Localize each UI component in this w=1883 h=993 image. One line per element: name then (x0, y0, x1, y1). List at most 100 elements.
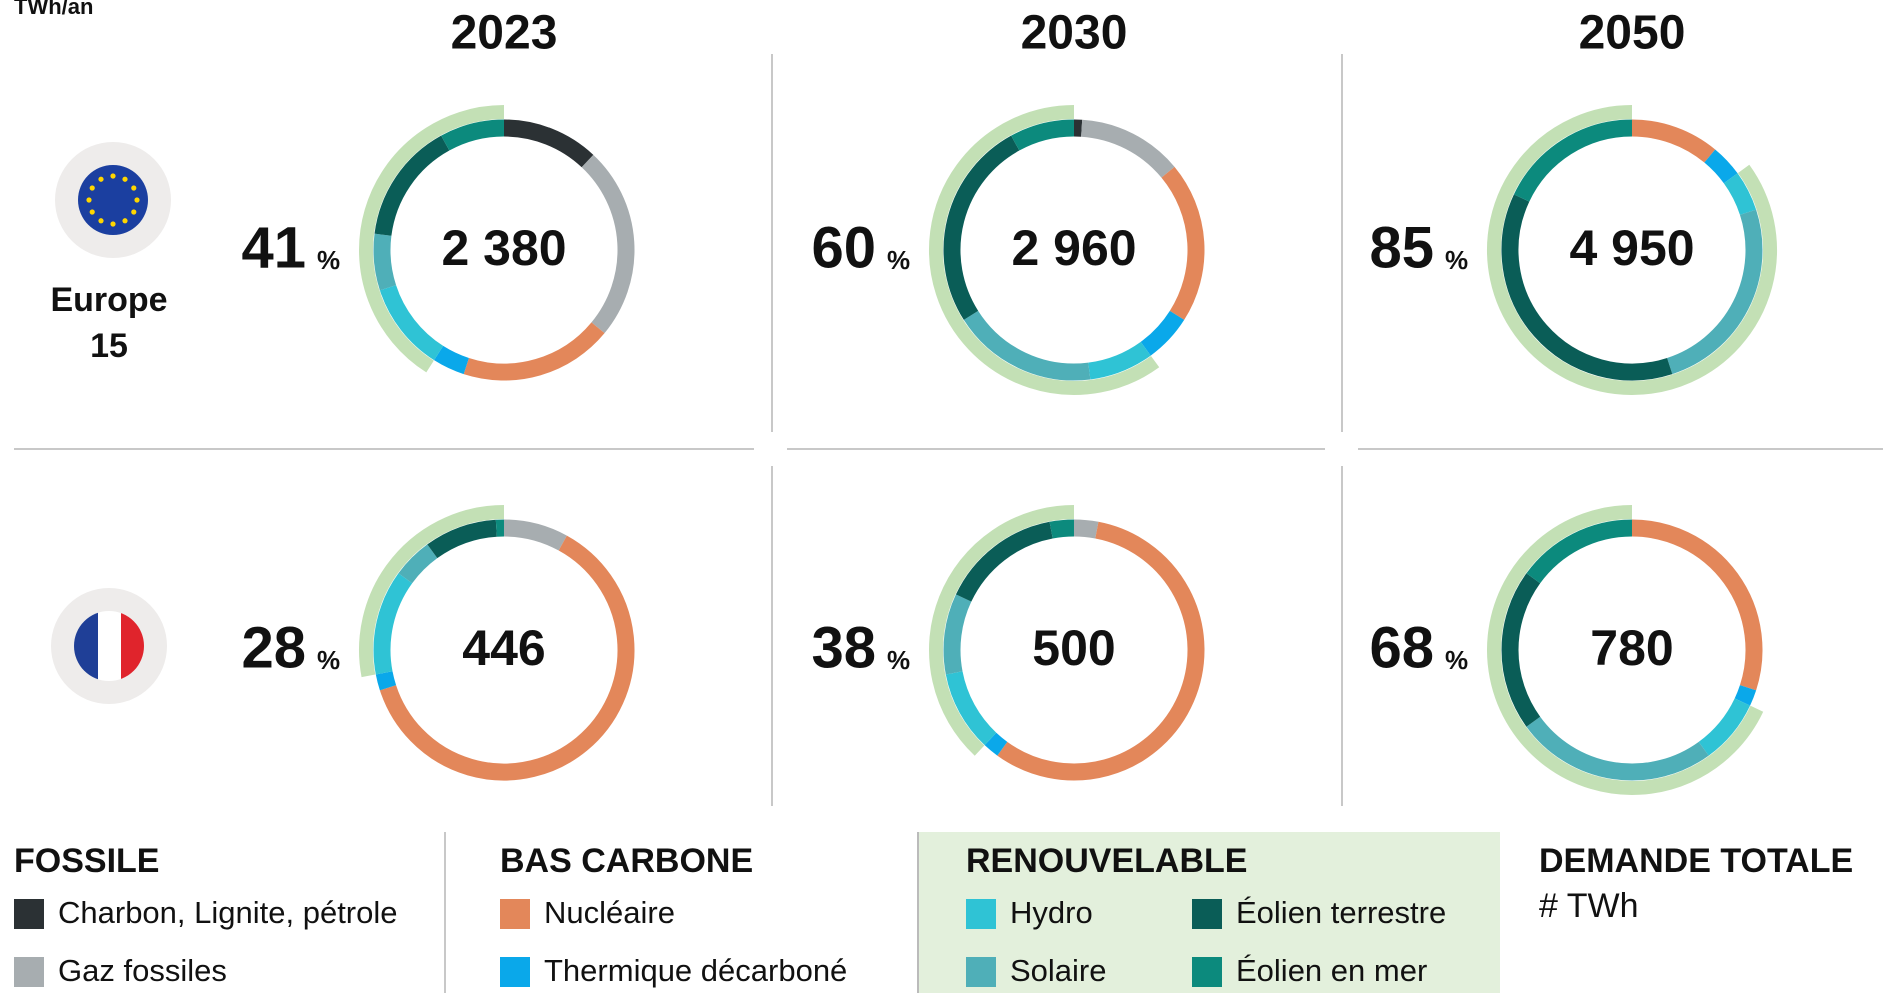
legend-swatch (14, 899, 44, 929)
renewable-arc (1487, 505, 1764, 795)
share-unit: % (1445, 245, 1468, 275)
eu-stars (86, 173, 140, 227)
segment (955, 521, 1053, 602)
legend-swatch (500, 957, 530, 987)
star (131, 185, 137, 191)
share-label: 38 (811, 615, 876, 680)
segment (1513, 119, 1633, 202)
segment (463, 322, 605, 381)
legend-swatch (966, 899, 996, 929)
share-unit: % (317, 245, 340, 275)
total-legend-title: DEMANDE TOTALE (1539, 842, 1853, 880)
legend-group: FOSSILE (14, 842, 159, 880)
segment (374, 135, 450, 236)
share-unit: % (887, 245, 910, 275)
share-unit: % (1445, 645, 1468, 675)
segment (581, 154, 635, 334)
renewable-arc (929, 505, 1074, 756)
legend-swatch (966, 957, 996, 987)
segment (373, 573, 413, 675)
row-label: Europe 15 (50, 281, 167, 365)
renewable-arc (359, 105, 505, 373)
renewable-arc (359, 505, 505, 678)
segment (1698, 698, 1751, 756)
legend-label: Thermique décarboné (544, 953, 847, 988)
segment (1049, 519, 1075, 539)
segment (963, 310, 1091, 381)
segment (1526, 519, 1633, 584)
dividers (14, 54, 1883, 993)
total-label: 446 (462, 620, 545, 676)
segment (1087, 341, 1151, 380)
star (86, 197, 92, 203)
legend-swatch (14, 957, 44, 987)
segment (427, 519, 498, 559)
segment (398, 544, 438, 584)
segment (1073, 519, 1099, 539)
column-title: 2030 (1021, 7, 1128, 60)
segment (943, 135, 1020, 320)
segment (441, 119, 505, 151)
segment (503, 119, 594, 168)
legend-group: RENOUVELABLE (966, 842, 1247, 880)
segment (997, 521, 1205, 781)
legend-swatch (500, 899, 530, 929)
star (134, 197, 140, 203)
segment (373, 233, 397, 291)
segment (1501, 194, 1673, 381)
segment (379, 535, 635, 781)
segment (1704, 149, 1738, 184)
share-label: 85 (1369, 215, 1434, 280)
segment (1734, 684, 1757, 706)
segment (1140, 310, 1185, 356)
renewable-arc (929, 105, 1160, 395)
segment (1501, 573, 1541, 727)
star (110, 221, 116, 227)
legend-swatch (1192, 957, 1222, 987)
total-label: 2 380 (441, 220, 566, 276)
share-label: 41 (241, 215, 306, 280)
legend-label: Hydro (1010, 895, 1093, 930)
legend-swatch (1192, 899, 1222, 929)
total-label: 500 (1032, 620, 1115, 676)
star (89, 185, 95, 191)
legend-group: BAS CARBONE (500, 842, 753, 880)
legend-label: Charbon, Lignite, pétrole (58, 895, 398, 930)
star (131, 209, 137, 215)
total-legend-unit: # TWh (1539, 887, 1639, 925)
legend-label: Éolien en mer (1236, 953, 1427, 988)
segment (943, 594, 972, 675)
legend-label: Nucléaire (544, 895, 675, 930)
legend-label: Éolien terrestre (1236, 895, 1446, 930)
segment (375, 671, 397, 691)
column-title: 2050 (1579, 7, 1686, 60)
share-label: 28 (241, 615, 306, 680)
legend-label: Gaz fossiles (58, 953, 227, 988)
star (122, 176, 128, 182)
share-unit: % (317, 645, 340, 675)
segment (1666, 209, 1763, 375)
segment (1723, 173, 1757, 216)
segment (984, 732, 1008, 756)
star (89, 209, 95, 215)
star (98, 176, 104, 182)
legend-label: Solaire (1010, 953, 1107, 988)
segment (1011, 119, 1075, 151)
total-label: 780 (1590, 620, 1673, 676)
share-unit: % (887, 645, 910, 675)
segment (379, 284, 444, 361)
segment (1080, 119, 1175, 178)
segment (1526, 716, 1709, 781)
segment (1631, 519, 1763, 691)
renewable-arc (1487, 105, 1777, 395)
total-label: 2 960 (1011, 220, 1136, 276)
star (110, 173, 116, 179)
star (122, 218, 128, 224)
segment (434, 345, 470, 375)
segment (945, 671, 997, 746)
eu-flag (78, 165, 148, 235)
segment (1161, 166, 1205, 320)
segment (1631, 119, 1716, 163)
column-title: 2023 (451, 7, 558, 60)
